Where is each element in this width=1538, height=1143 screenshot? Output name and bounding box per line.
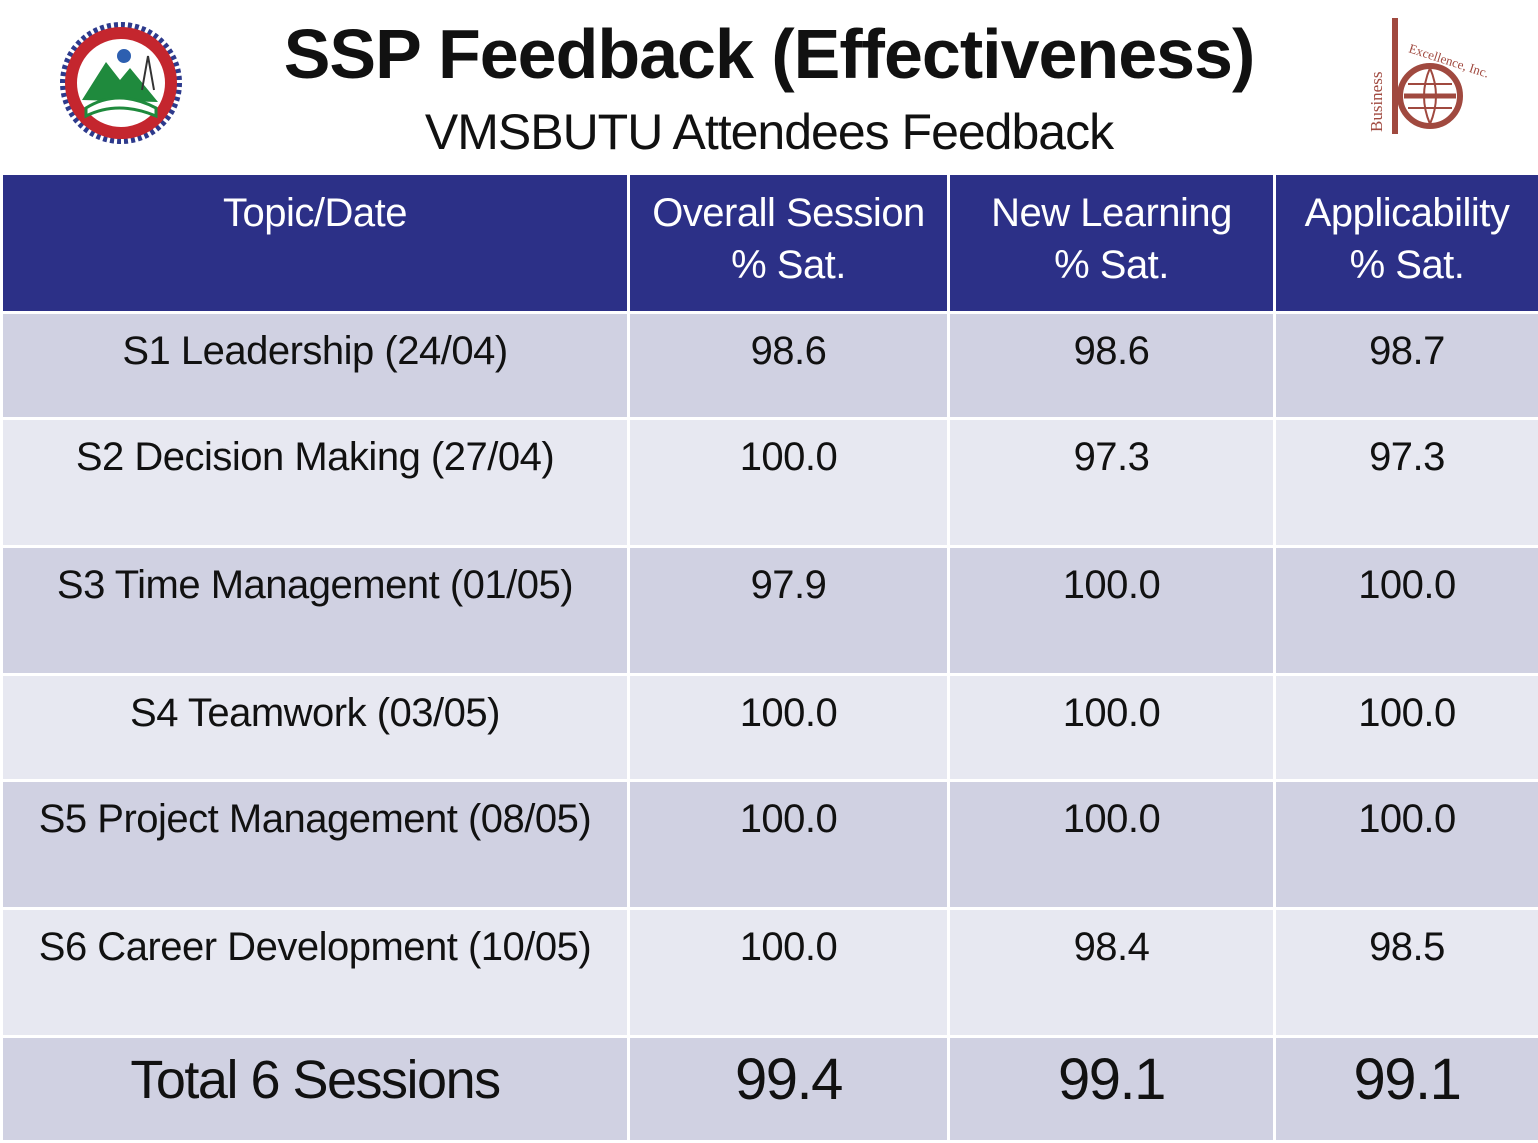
- overall-cell: 98.6: [629, 313, 949, 419]
- business-excellence-logo-icon: Business Excellence, Inc.: [1360, 12, 1490, 140]
- overall-cell: 100.0: [629, 419, 949, 547]
- applicability-cell: 100.0: [1275, 781, 1538, 909]
- applicability-cell: 98.5: [1275, 909, 1538, 1037]
- table-row: S4 Teamwork (03/05) 100.0 100.0 100.0: [2, 675, 1538, 781]
- applicability-cell: 100.0: [1275, 675, 1538, 781]
- total-applicability-cell: 99.1: [1275, 1037, 1538, 1142]
- new-learning-cell: 97.3: [949, 419, 1275, 547]
- topic-cell: S2 Decision Making (27/04): [2, 419, 629, 547]
- overall-cell: 97.9: [629, 547, 949, 675]
- table-total-row: Total 6 Sessions 99.4 99.1 99.1: [2, 1037, 1538, 1142]
- table-row: S6 Career Development (10/05) 100.0 98.4…: [2, 909, 1538, 1037]
- page-subtitle: VMSBUTU Attendees Feedback: [0, 102, 1538, 162]
- applicability-cell: 97.3: [1275, 419, 1538, 547]
- topic-cell: S3 Time Management (01/05): [2, 547, 629, 675]
- overall-cell: 100.0: [629, 781, 949, 909]
- column-header-applicability: Applicability % Sat.: [1275, 174, 1538, 313]
- table-row: S3 Time Management (01/05) 97.9 100.0 10…: [2, 547, 1538, 675]
- column-header-topic: Topic/Date: [2, 174, 629, 313]
- topic-cell: S5 Project Management (08/05): [2, 781, 629, 909]
- slide-header: SSP Feedback (Effectiveness) VMSBUTU Att…: [0, 0, 1538, 172]
- page-title: SSP Feedback (Effectiveness): [0, 14, 1538, 94]
- total-overall-cell: 99.4: [629, 1037, 949, 1142]
- new-learning-cell: 98.4: [949, 909, 1275, 1037]
- topic-cell: S1 Leadership (24/04): [2, 313, 629, 419]
- column-header-overall-session: Overall Session % Sat.: [629, 174, 949, 313]
- overall-cell: 100.0: [629, 675, 949, 781]
- table-header-row: Topic/Date Overall Session % Sat. New Le…: [2, 174, 1538, 313]
- table-row: S2 Decision Making (27/04) 100.0 97.3 97…: [2, 419, 1538, 547]
- column-header-new-learning: New Learning % Sat.: [949, 174, 1275, 313]
- new-learning-cell: 100.0: [949, 781, 1275, 909]
- table-row: S5 Project Management (08/05) 100.0 100.…: [2, 781, 1538, 909]
- svg-text:Business: Business: [1367, 72, 1386, 132]
- topic-cell: S6 Career Development (10/05): [2, 909, 629, 1037]
- topic-cell: S4 Teamwork (03/05): [2, 675, 629, 781]
- table-row: S1 Leadership (24/04) 98.6 98.6 98.7: [2, 313, 1538, 419]
- total-label-cell: Total 6 Sessions: [2, 1037, 629, 1142]
- feedback-table: Topic/Date Overall Session % Sat. New Le…: [0, 172, 1538, 1143]
- applicability-cell: 98.7: [1275, 313, 1538, 419]
- new-learning-cell: 100.0: [949, 547, 1275, 675]
- new-learning-cell: 98.6: [949, 313, 1275, 419]
- total-new-learning-cell: 99.1: [949, 1037, 1275, 1142]
- applicability-cell: 100.0: [1275, 547, 1538, 675]
- overall-cell: 100.0: [629, 909, 949, 1037]
- new-learning-cell: 100.0: [949, 675, 1275, 781]
